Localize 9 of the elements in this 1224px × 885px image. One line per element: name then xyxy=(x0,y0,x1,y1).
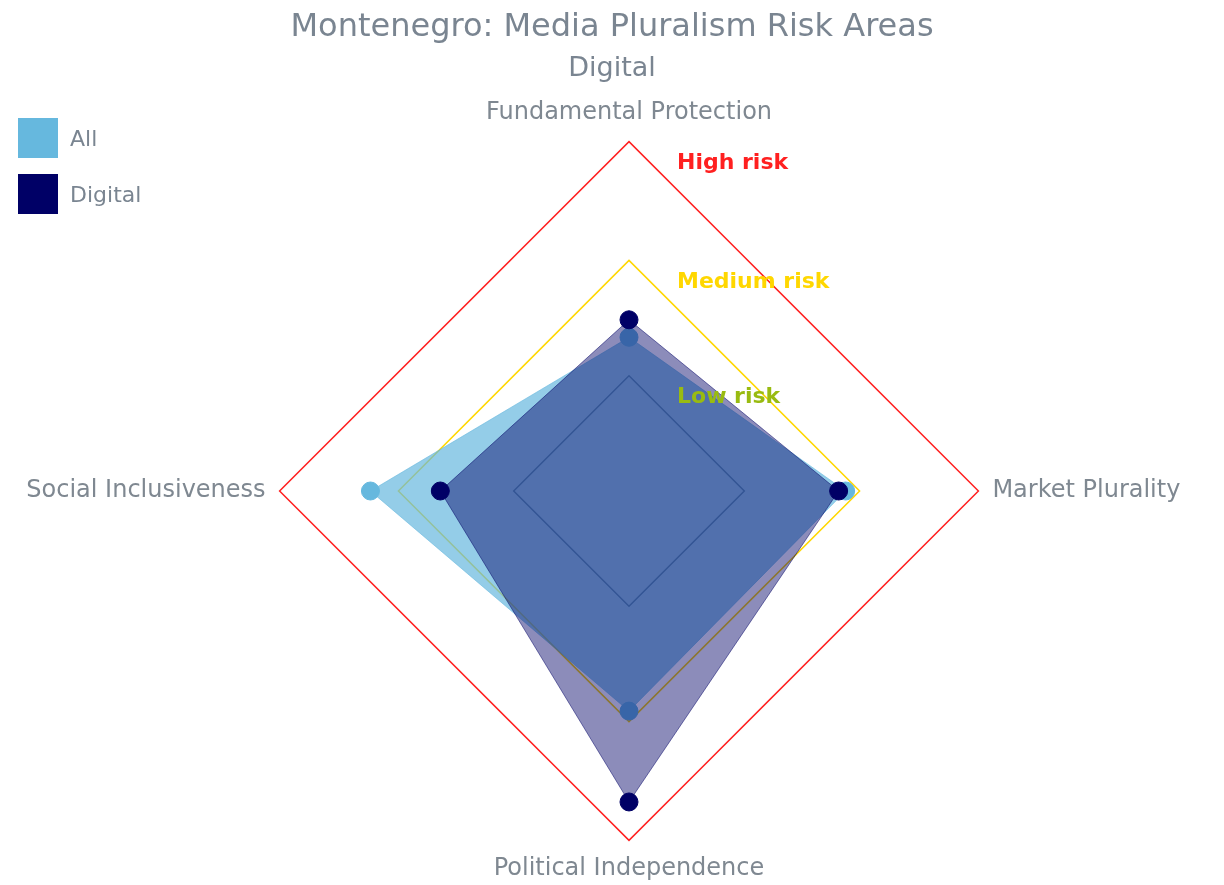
y-tick-label: High risk xyxy=(677,149,790,175)
chart-subtitle: Digital xyxy=(568,50,656,82)
spoke-label: Market Plurality xyxy=(992,475,1181,504)
spoke-label: Social Inclusiveness xyxy=(26,475,266,504)
spoke-label: Fundamental Protection xyxy=(485,97,773,126)
legend-label: Digital xyxy=(70,181,142,207)
spoke-label: Political Independence xyxy=(493,853,765,882)
chart-title: Montenegro: Media Pluralism Risk Areas xyxy=(290,5,934,44)
legend-label: All xyxy=(70,125,98,151)
